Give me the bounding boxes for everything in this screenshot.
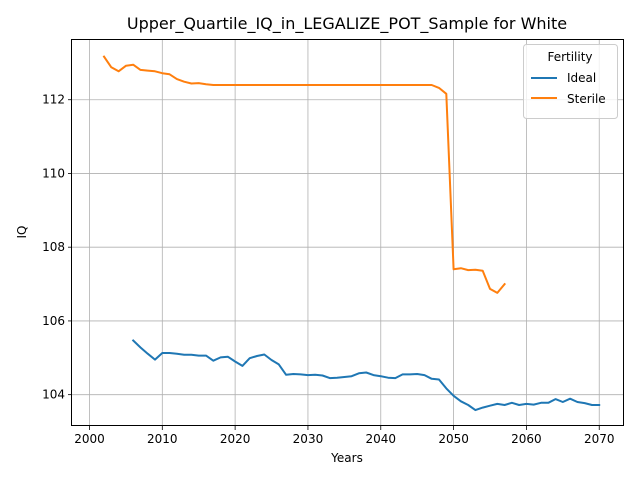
y-tick-label: 110 [42, 166, 65, 180]
plot-series [102, 55, 601, 412]
x-tick-label: 2070 [584, 432, 615, 446]
plot-frame [71, 39, 624, 426]
legend-title: Fertility [547, 50, 592, 64]
legend-label-ideal: Ideal [567, 71, 596, 85]
y-axis-label: IQ [15, 226, 29, 239]
y-tick-label: 112 [42, 93, 65, 107]
x-tick-label: 2000 [74, 432, 105, 446]
y-tick-label: 104 [42, 388, 65, 402]
legend-label-sterile: Sterile [567, 92, 606, 106]
x-axis-label: Years [330, 451, 363, 465]
x-axis: 2000 2010 2020 2030 2040 2050 2060 2070 [74, 426, 615, 446]
x-tick-label: 2030 [293, 432, 324, 446]
x-tick-label: 2020 [220, 432, 251, 446]
y-axis: 104 106 108 110 112 [42, 93, 72, 402]
legend: Fertility Ideal Sterile [523, 44, 618, 119]
y-tick-label: 106 [42, 314, 65, 328]
series-line-ideal [131, 339, 601, 412]
x-tick-label: 2040 [365, 432, 396, 446]
x-tick-label: 2050 [438, 432, 469, 446]
chart-title: Upper_Quartile_IQ_in_LEGALIZE_POT_Sample… [127, 14, 567, 34]
legend-box [523, 44, 618, 119]
y-tick-label: 108 [42, 240, 65, 254]
x-tick-label: 2060 [511, 432, 542, 446]
series-line-sterile [102, 55, 507, 294]
x-tick-label: 2010 [147, 432, 178, 446]
